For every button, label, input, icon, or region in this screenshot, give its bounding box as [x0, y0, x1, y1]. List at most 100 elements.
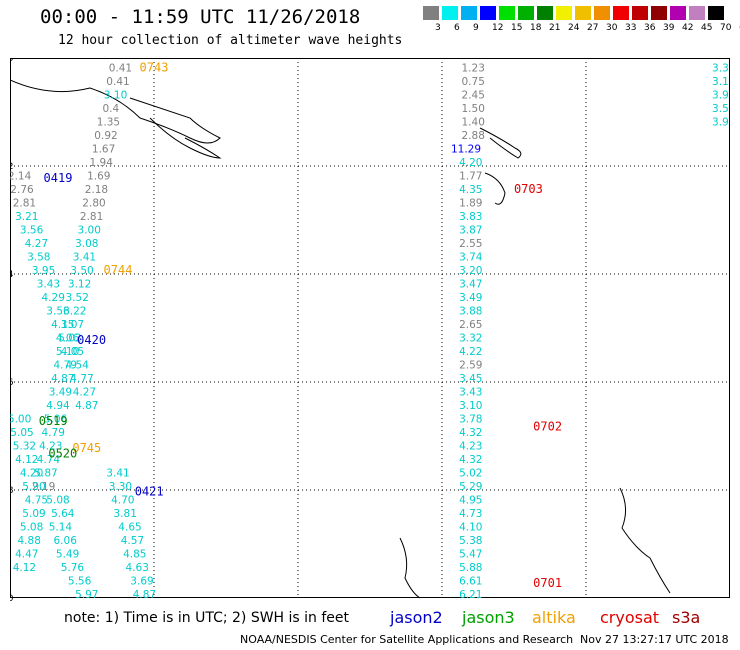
wave-height-value: 2.88: [462, 130, 485, 142]
wave-height-value: 1.67: [92, 144, 115, 156]
mission-cryosat: cryosat: [600, 608, 660, 627]
wave-height-value: 6.06: [54, 535, 78, 547]
mission-s3a: s3a: [672, 608, 701, 627]
pass-time-label: 0703: [514, 182, 543, 196]
lat-tick-label: 10: [10, 58, 14, 64]
legend-swatch: [594, 6, 610, 20]
legend-label: 24: [568, 23, 580, 33]
coastline: [619, 487, 671, 594]
wave-height-value: 3.1: [712, 76, 729, 88]
wave-height-value: 4.88: [18, 535, 41, 547]
lat-tick-label: 20: [10, 594, 14, 603]
wave-height-value: 5.90: [22, 481, 45, 493]
wave-height-value: 4.87: [133, 589, 156, 601]
wave-height-value: 5.08: [20, 522, 43, 534]
wave-height-value: 4.74: [37, 454, 61, 466]
wave-height-value: 3.43: [459, 387, 482, 399]
wave-height-value: 3.81: [114, 508, 137, 520]
coastline: [149, 117, 222, 159]
wave-height-value: 5.02: [459, 468, 482, 480]
wave-height-value: 1.40: [462, 117, 485, 129]
pass-time-label: 0419: [44, 171, 73, 185]
wave-height-value: 5.97: [75, 589, 98, 601]
wave-height-value: 5.49: [56, 549, 79, 561]
generated-timestamp: Nov 27 13:27:17 UTC 2018: [580, 633, 729, 646]
wave-height-value: 3.00: [78, 225, 101, 237]
wave-height-value: 4.32: [459, 427, 482, 439]
wave-height-value: 5.76: [61, 562, 85, 574]
wave-height-value: 4.20: [20, 468, 43, 480]
pass-time-label: 0520: [48, 447, 77, 461]
wave-height-value: 3.43: [37, 279, 60, 291]
wave-height-value: 5.09: [22, 508, 45, 520]
wave-height-value: 4.87: [51, 373, 74, 385]
legend-label: 42: [682, 23, 694, 33]
wave-height-value: 3.10: [104, 90, 127, 102]
lat-tick-label: 14: [10, 270, 14, 280]
wave-height-value: 3.58: [27, 252, 50, 264]
wave-height-map: 1501531561591621651012141618201.830.410.…: [10, 58, 730, 603]
wave-height-value: 4.75: [25, 495, 48, 507]
wave-height-value: 4.54: [66, 360, 90, 372]
legend-label: 12: [492, 23, 504, 33]
wave-height-value: 5.29: [459, 481, 482, 493]
wave-height-value: 2.14: [10, 171, 32, 183]
wave-height-value: 1.23: [462, 63, 485, 75]
legend-label: 9: [473, 23, 479, 33]
wave-height-value: 5.87: [34, 468, 57, 480]
wave-height-value: 6.21: [459, 589, 482, 601]
wave-height-value: 1.50: [462, 103, 485, 115]
wave-height-value: 4.57: [121, 535, 144, 547]
wave-height-value: 2.81: [13, 198, 36, 210]
wave-height-value: 25.30: [456, 58, 486, 61]
legend-swatch: [556, 6, 572, 20]
wave-height-value: 4.35: [459, 184, 482, 196]
wave-height-value: 2.76: [10, 184, 34, 196]
wave-height-value: 3.30: [109, 481, 132, 493]
wave-height-value: 0.4: [102, 103, 119, 115]
legend-label: 6: [454, 23, 460, 33]
wave-height-value: 5.64: [51, 508, 75, 520]
lat-tick-label: 16: [10, 378, 14, 388]
wave-height-value: 5.32: [13, 441, 36, 453]
wave-height-value: 1.35: [97, 117, 120, 129]
legend-label: 15: [511, 23, 523, 33]
legend-swatch: [518, 6, 534, 20]
wave-height-value: 3.5: [712, 103, 729, 115]
coastline: [399, 537, 421, 599]
legend-swatch: [708, 6, 724, 20]
lat-tick-label: 12: [10, 162, 13, 172]
wave-height-value: 0.75: [462, 76, 485, 88]
legend-swatch: [423, 6, 439, 20]
legend-swatch: [537, 6, 553, 20]
legend-label: 30: [606, 23, 618, 33]
wave-height-value: 1.69: [87, 171, 110, 183]
pass-time-label: 0519: [39, 414, 68, 428]
wave-height-value: 3.88: [459, 306, 482, 318]
wave-height-value: 5.14: [49, 522, 73, 534]
wave-height-value: 4.15: [51, 319, 74, 331]
wave-height-value: 5.05: [10, 427, 33, 439]
map-subtitle: 12 hour collection of altimeter wave hei…: [58, 33, 403, 48]
pass-time-label: 0742: [140, 58, 169, 61]
legend-swatch: [689, 6, 705, 20]
wave-height-value: 2.59: [459, 360, 482, 372]
wave-height-value: 4.06: [56, 333, 80, 345]
wave-height-value: 1.83: [114, 58, 137, 61]
wave-height-value: 3.22: [63, 306, 86, 318]
wave-height-value: 2.65: [459, 319, 482, 331]
wave-height-value: 1.89: [459, 198, 482, 210]
wave-height-value: 3.9: [712, 117, 729, 129]
wave-height-value: 3.95: [32, 265, 55, 277]
wave-height-value: 5.02: [58, 333, 81, 345]
mission-jason2: jason2: [390, 608, 443, 627]
wave-height-value: 3.32: [459, 333, 482, 345]
wave-height-value: 4.79: [54, 360, 77, 372]
wave-height-value: 3.21: [15, 211, 38, 223]
wave-height-value: 3.12: [68, 279, 91, 291]
wave-height-value: 5.08: [46, 495, 69, 507]
wave-height-value: 4.63: [126, 562, 149, 574]
legend-label: 21: [549, 23, 561, 33]
legend-swatch: [613, 6, 629, 20]
wave-height-value: 3.9: [712, 90, 729, 102]
